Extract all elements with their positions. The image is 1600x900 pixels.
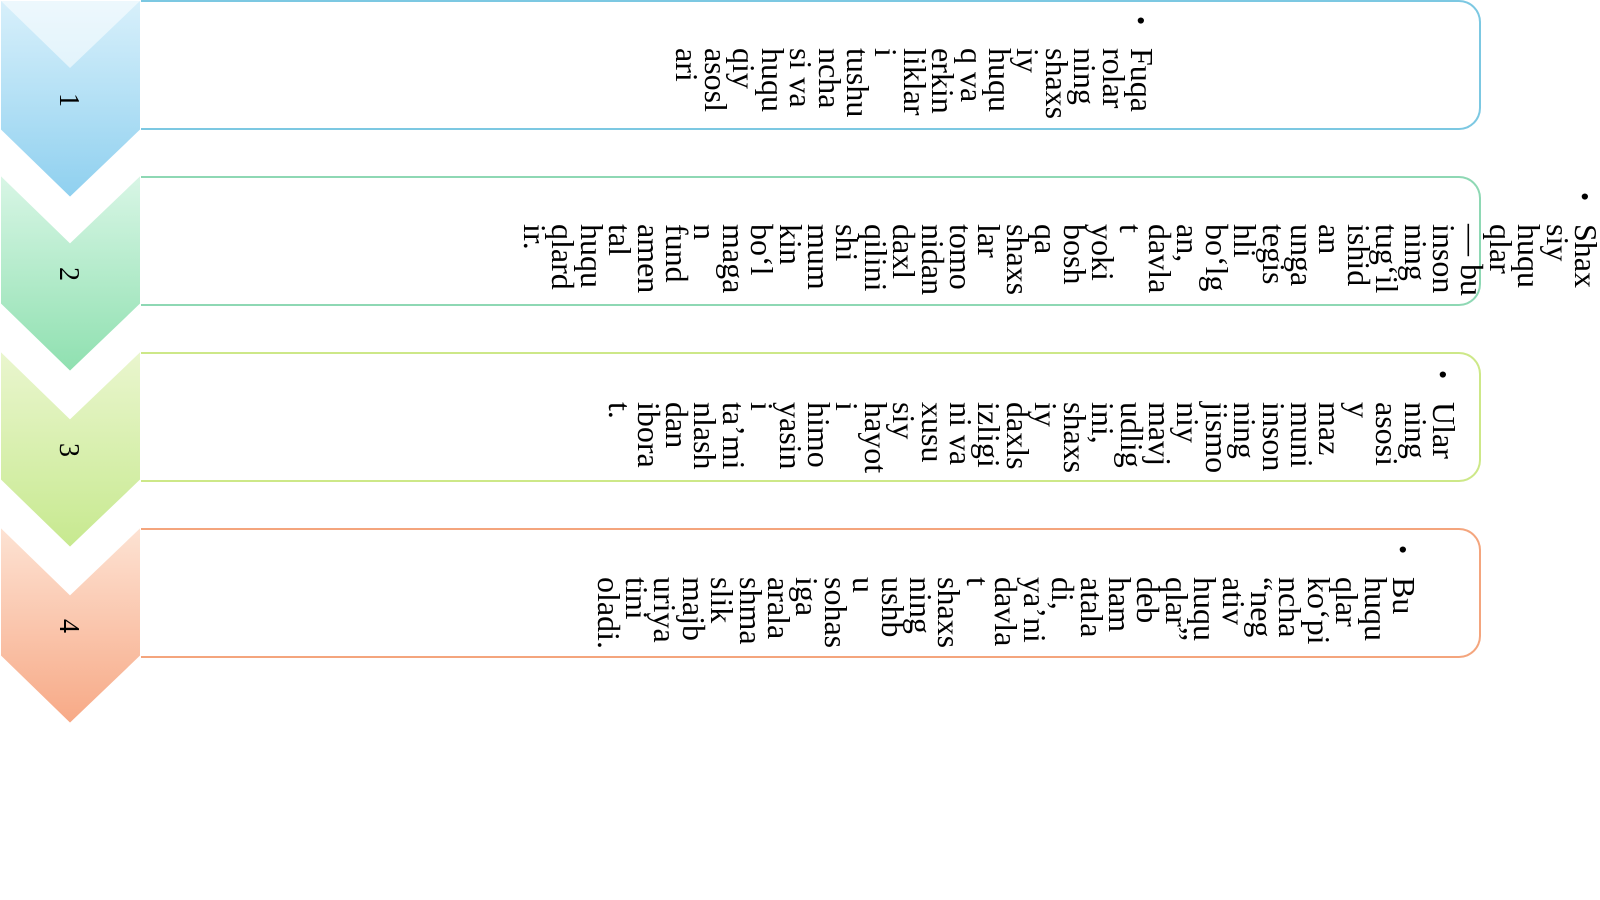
panel-3-text: • Ular ning asosi y maz muni inson ning … xyxy=(158,370,1462,490)
step-arrow-4: 4 xyxy=(0,523,142,726)
step-arrow-shape xyxy=(0,0,142,200)
panel-3-columns: Ular ning asosi y maz muni inson ning ji… xyxy=(602,402,1462,474)
step-arrow-3: 3 xyxy=(0,347,142,550)
panel-1-text: • Fuqa rolar ning shaxs iy huqu q va erk… xyxy=(646,16,1161,130)
step-panel-2 xyxy=(141,176,1481,306)
bullet: • xyxy=(1570,192,1599,202)
step-panel-1 xyxy=(141,0,1481,130)
panel-1-text-region: • Fuqa rolar ning shaxs iy huqu q va erk… xyxy=(141,0,1481,130)
bullet: • xyxy=(1428,370,1457,380)
step-arrow-1: 1 xyxy=(0,0,142,200)
panel-4-text: • Bu huqu qlar ko‘pi ncha “neg ativ huqu… xyxy=(218,545,1422,665)
step-number: 3 xyxy=(53,443,84,457)
bullet: • xyxy=(1126,16,1155,26)
step-number: 1 xyxy=(53,93,84,107)
panel-1-columns: Fuqa rolar ning shaxs iy huqu q va erkin… xyxy=(669,48,1161,120)
overflow-text: • Shax siy huqu qlar — bu inson ning tug… xyxy=(0,192,1600,312)
step-panel-3 xyxy=(141,352,1481,482)
bullet: • xyxy=(1388,545,1417,555)
step-number: 4 xyxy=(53,619,84,633)
panel-4-columns: Bu huqu qlar ko‘pi ncha “neg ativ huqu q… xyxy=(590,577,1422,649)
step-panel-4 xyxy=(141,528,1481,658)
overflow-columns: Shax siy huqu qlar — bu inson ning tug‘i… xyxy=(516,224,1600,296)
